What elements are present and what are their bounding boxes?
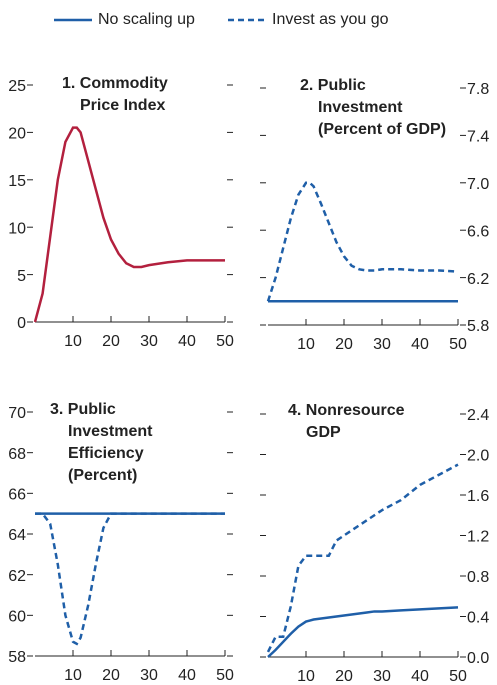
y-tick-label: 7.4 — [467, 129, 489, 146]
x-tick-label: 50 — [449, 668, 467, 685]
y-tick-label: 5.8 — [467, 318, 489, 335]
legend-label: Invest as you go — [272, 11, 389, 28]
y-tick-label: 2.0 — [467, 448, 489, 465]
panel-title: (Percent) — [68, 467, 137, 484]
x-tick-label: 30 — [373, 336, 391, 353]
x-tick-label: 20 — [335, 668, 353, 685]
x-tick-label: 40 — [178, 333, 196, 350]
panel-title: Investment — [318, 99, 403, 116]
panel-title: (Percent of GDP) — [318, 121, 446, 138]
y-tick-label: 6.6 — [467, 223, 489, 240]
y-tick-label: 60 — [8, 609, 26, 626]
y-tick-label: 66 — [8, 487, 26, 504]
x-tick-label: 20 — [335, 336, 353, 353]
x-tick-label: 40 — [178, 667, 196, 684]
x-tick-label: 10 — [297, 336, 315, 353]
x-tick-label: 10 — [297, 668, 315, 685]
panel-title: 1. Commodity — [62, 75, 168, 92]
panel-title: GDP — [306, 424, 341, 441]
y-tick-label: 20 — [8, 126, 26, 143]
panel-title: Price Index — [80, 97, 165, 114]
y-tick-label: 6.2 — [467, 271, 489, 288]
y-tick-label: 5 — [17, 268, 26, 285]
series-line — [267, 606, 459, 658]
y-tick-label: 68 — [8, 446, 26, 463]
series-line — [266, 181, 459, 302]
y-tick-label: 58 — [8, 649, 26, 666]
x-tick-label: 50 — [216, 333, 234, 350]
legend-label: No scaling up — [98, 11, 195, 28]
x-tick-label: 50 — [449, 336, 467, 353]
x-tick-label: 30 — [373, 668, 391, 685]
x-tick-label: 10 — [64, 333, 82, 350]
y-tick-label: 1.2 — [467, 529, 489, 546]
x-tick-label: 30 — [140, 667, 158, 684]
y-tick-label: 2.4 — [467, 407, 489, 424]
panel-title: Investment — [68, 423, 153, 440]
panel-title: 3. Public — [50, 401, 116, 418]
y-tick-label: 7.8 — [467, 81, 489, 98]
y-tick-label: 62 — [8, 568, 26, 585]
x-tick-label: 20 — [102, 667, 120, 684]
x-tick-label: 40 — [411, 668, 429, 685]
x-tick-label: 50 — [216, 667, 234, 684]
panel-title: 2. Public — [300, 77, 366, 94]
y-tick-label: 70 — [8, 405, 26, 422]
x-tick-label: 10 — [64, 667, 82, 684]
series-line — [33, 126, 225, 323]
x-tick-label: 30 — [140, 333, 158, 350]
series-line — [35, 512, 225, 646]
y-tick-label: 10 — [8, 220, 26, 237]
y-tick-label: 0 — [17, 315, 26, 332]
x-tick-label: 40 — [411, 336, 429, 353]
y-tick-label: 64 — [8, 527, 26, 544]
panel-title: Efficiency — [68, 445, 144, 462]
y-tick-label: 0.4 — [467, 610, 489, 627]
y-tick-label: 25 — [8, 78, 26, 95]
y-tick-label: 0.0 — [467, 650, 489, 667]
y-tick-label: 1.6 — [467, 488, 489, 505]
x-tick-label: 20 — [102, 333, 120, 350]
y-tick-label: 15 — [8, 173, 26, 190]
series-line — [266, 463, 459, 653]
y-tick-label: 7.0 — [467, 176, 489, 193]
panel-title: 4. Nonresource — [288, 402, 405, 419]
y-tick-label: 0.8 — [467, 569, 489, 586]
